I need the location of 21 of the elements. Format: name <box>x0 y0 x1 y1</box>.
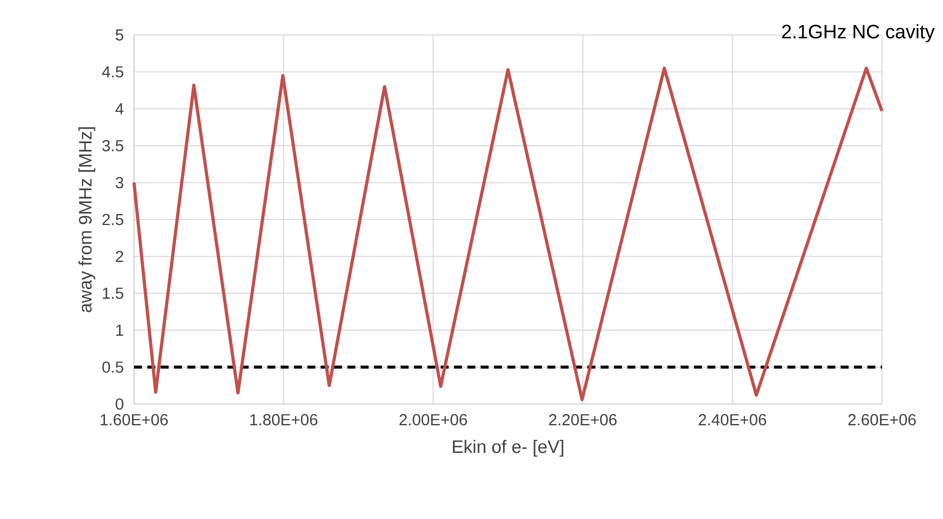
annotation: 2.1GHz NC cavity <box>782 24 935 42</box>
x-tick-label: 1.80E+06 <box>250 414 318 426</box>
y-tick-label: 2.5 <box>102 214 124 226</box>
y-tick-label: 1.5 <box>102 288 124 299</box>
y-tick-label: 2 <box>116 250 124 262</box>
y-tick-label: 4.5 <box>102 66 124 78</box>
y-axis-title: away from 9MHz [MHz] <box>78 127 96 312</box>
x-tick-label: 2.40E+06 <box>698 414 766 426</box>
x-tick-label: 2.20E+06 <box>549 414 617 426</box>
y-tick-label: 3.5 <box>102 140 124 152</box>
x-tick-label: 1.60E+06 <box>100 414 168 426</box>
y-tick-label: 3 <box>116 176 124 188</box>
line-series <box>132 66 884 402</box>
y-tick-label: 5 <box>116 29 124 41</box>
x-tick-label: 2.00E+06 <box>400 414 467 426</box>
y-tick-label: 0.5 <box>102 361 124 373</box>
x-tick-label: 2.60E+06 <box>848 414 916 426</box>
x-axis-title: Ekin of e- [eV] <box>452 440 564 457</box>
y-tick-label: 4 <box>115 103 124 114</box>
y-tick-label: 1 <box>116 324 124 336</box>
y-tick-label: 0 <box>116 398 124 410</box>
